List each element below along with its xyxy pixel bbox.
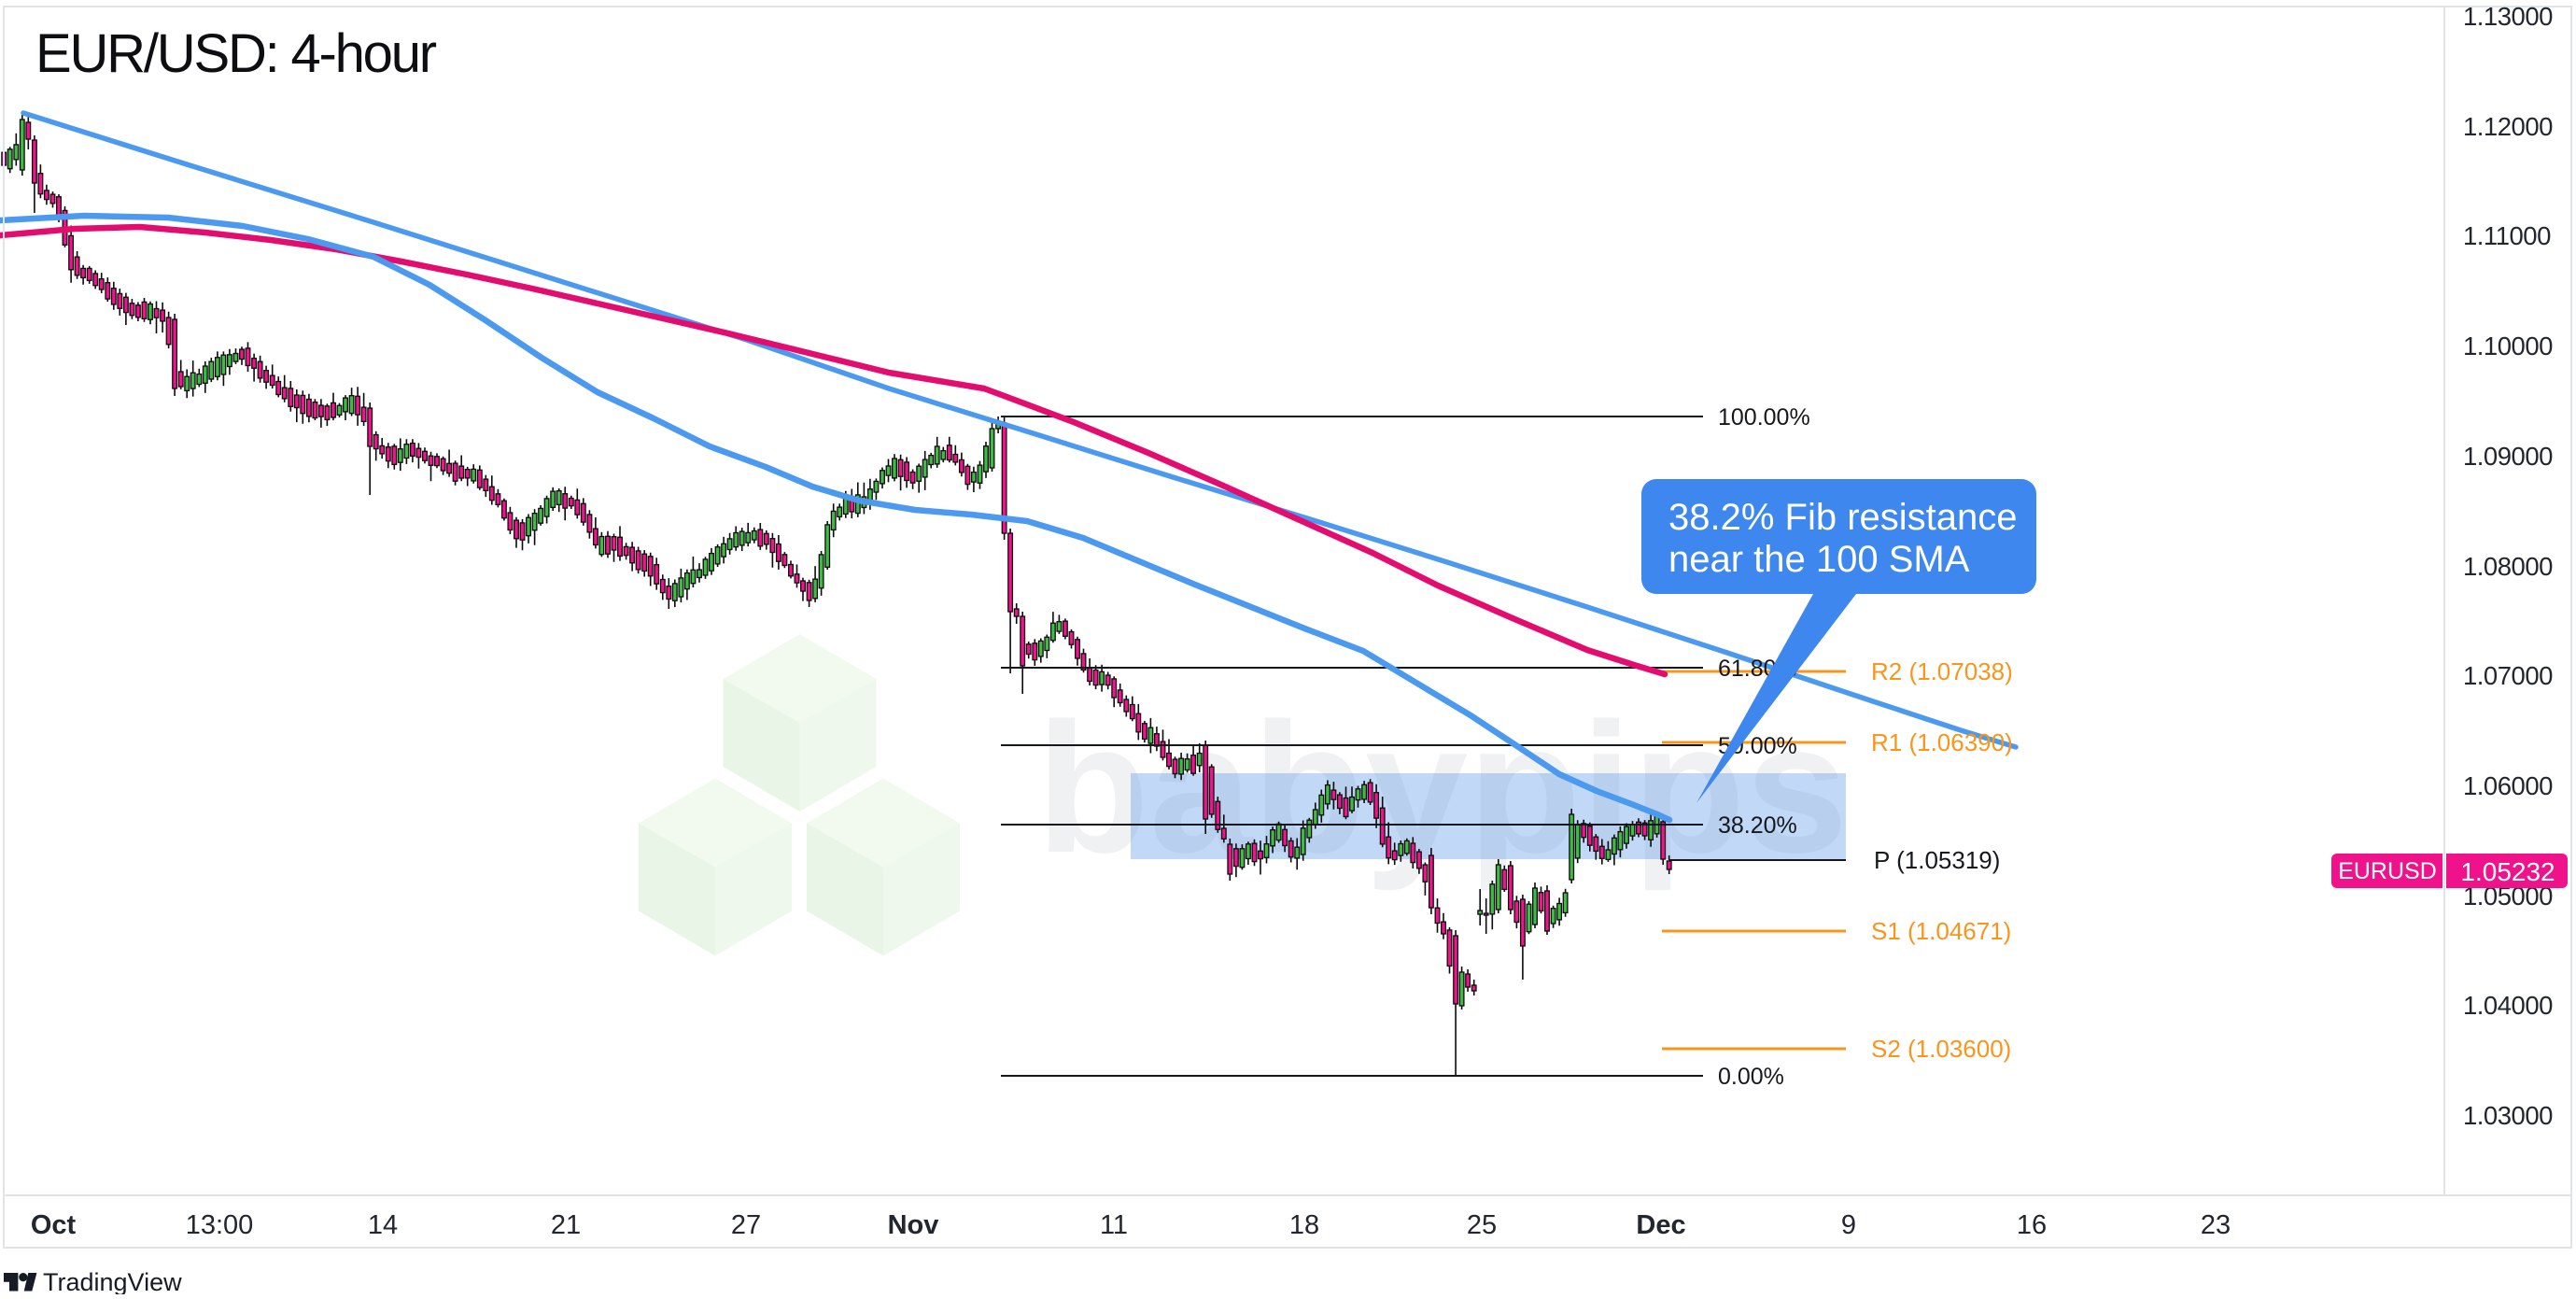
svg-text:S1 (1.04671): S1 (1.04671): [1871, 917, 2011, 945]
svg-text:R1 (1.06390): R1 (1.06390): [1871, 728, 2013, 756]
svg-text:P (1.05319): P (1.05319): [1874, 846, 2000, 874]
svg-text:S2 (1.03600): S2 (1.03600): [1871, 1035, 2011, 1063]
svg-text:1.12000: 1.12000: [2463, 112, 2553, 141]
svg-text:EUR/USD: 4-hour: EUR/USD: 4-hour: [35, 23, 437, 84]
svg-text:near the 100 SMA: near the 100 SMA: [1668, 539, 1970, 580]
svg-text:13:00: 13:00: [186, 1210, 254, 1240]
svg-text:EURUSD: EURUSD: [2338, 858, 2437, 884]
svg-text:1.10000: 1.10000: [2463, 332, 2553, 360]
svg-text:9: 9: [1841, 1210, 1856, 1240]
svg-text:18: 18: [1289, 1210, 1319, 1240]
svg-text:1.09000: 1.09000: [2463, 442, 2553, 471]
svg-text:1.07000: 1.07000: [2463, 661, 2553, 690]
svg-text:11: 11: [1100, 1210, 1128, 1240]
svg-text:Nov: Nov: [888, 1210, 939, 1240]
svg-text:1.04000: 1.04000: [2463, 991, 2553, 1020]
svg-text:16: 16: [2017, 1210, 2047, 1240]
svg-text:1.11000: 1.11000: [2463, 221, 2551, 250]
svg-text:babypips: babypips: [1036, 685, 1848, 891]
svg-text:100.00%: 100.00%: [1718, 404, 1810, 431]
svg-text:Oct: Oct: [31, 1210, 77, 1240]
svg-text:Dec: Dec: [1636, 1210, 1685, 1240]
svg-text:38.20%: 38.20%: [1718, 812, 1797, 839]
svg-text:1.05232: 1.05232: [2460, 857, 2555, 886]
svg-text:38.2% Fib resistance: 38.2% Fib resistance: [1668, 497, 2018, 538]
svg-text:1.08000: 1.08000: [2463, 552, 2553, 581]
svg-text:21: 21: [551, 1210, 581, 1240]
svg-text:1.13000: 1.13000: [2463, 2, 2553, 31]
svg-text:0.00%: 0.00%: [1718, 1064, 1784, 1090]
svg-text:R2 (1.07038): R2 (1.07038): [1871, 657, 2013, 685]
svg-text:25: 25: [1467, 1210, 1497, 1240]
svg-text:14: 14: [368, 1210, 398, 1240]
svg-text:TradingView: TradingView: [43, 1268, 182, 1294]
svg-text:23: 23: [2201, 1210, 2231, 1240]
svg-text:27: 27: [731, 1210, 761, 1240]
svg-text:1.03000: 1.03000: [2463, 1101, 2553, 1130]
svg-text:1.06000: 1.06000: [2463, 771, 2553, 800]
